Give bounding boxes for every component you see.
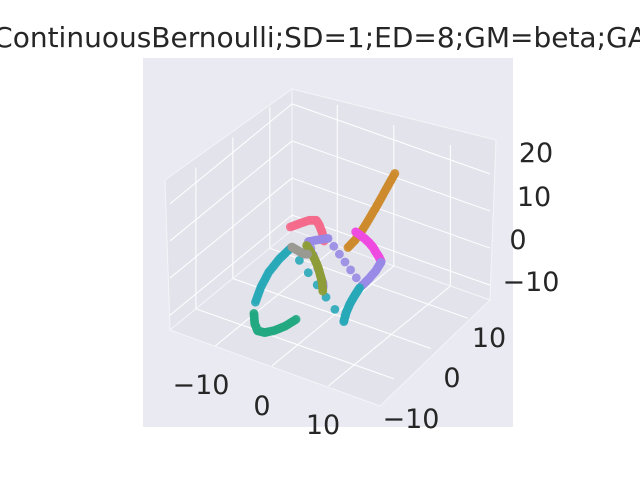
grid-line <box>291 214 491 286</box>
grid-line <box>169 103 293 205</box>
grid-line <box>195 308 395 380</box>
x-tick-label: 0 <box>253 391 270 422</box>
data-point <box>318 286 328 296</box>
series-5 <box>249 309 301 337</box>
data-point <box>303 249 312 259</box>
x-tick-label: −10 <box>173 370 230 401</box>
y-tick-label: −10 <box>383 404 440 435</box>
chart-title: ContinuousBernoulli;SD=1;ED=8;GM=beta;GA <box>0 21 640 54</box>
grid-line <box>232 278 432 349</box>
data-point <box>285 222 295 232</box>
grid-line <box>328 285 451 387</box>
series-4 <box>251 243 365 326</box>
data-point <box>346 265 355 275</box>
z-tick-label: −10 <box>503 267 560 298</box>
x-tick-label: 10 <box>306 410 340 441</box>
data-point <box>343 243 353 252</box>
tick-labels: −10 0 10 10 0 −10 20 10 0 −10 <box>173 138 560 441</box>
z-tick-label: 0 <box>509 225 526 256</box>
data-point <box>339 317 349 326</box>
data-point <box>291 314 301 324</box>
data-point <box>329 241 339 251</box>
data-point <box>351 273 361 283</box>
grid-line <box>169 177 293 279</box>
data-point <box>351 227 360 237</box>
series-7 <box>287 242 312 259</box>
grid-line <box>169 140 293 242</box>
data-point <box>303 268 313 278</box>
grid-line <box>169 214 293 316</box>
data-points <box>249 169 400 337</box>
z-tick-label: 20 <box>519 138 553 169</box>
data-point <box>330 305 340 314</box>
data-point <box>251 297 260 307</box>
grid-line <box>271 265 395 367</box>
grid-line <box>291 177 491 249</box>
z-tick-label: 10 <box>517 182 551 213</box>
data-point <box>295 256 304 265</box>
data-point <box>335 249 344 259</box>
y-tick-label: 0 <box>443 363 460 394</box>
plot-axes: −10 0 10 10 0 −10 20 10 0 −10 <box>143 58 559 441</box>
data-point <box>340 257 350 267</box>
series-2 <box>351 227 386 266</box>
y-tick-label: 10 <box>472 323 506 354</box>
series-1 <box>285 215 329 246</box>
grid-line <box>291 103 491 175</box>
